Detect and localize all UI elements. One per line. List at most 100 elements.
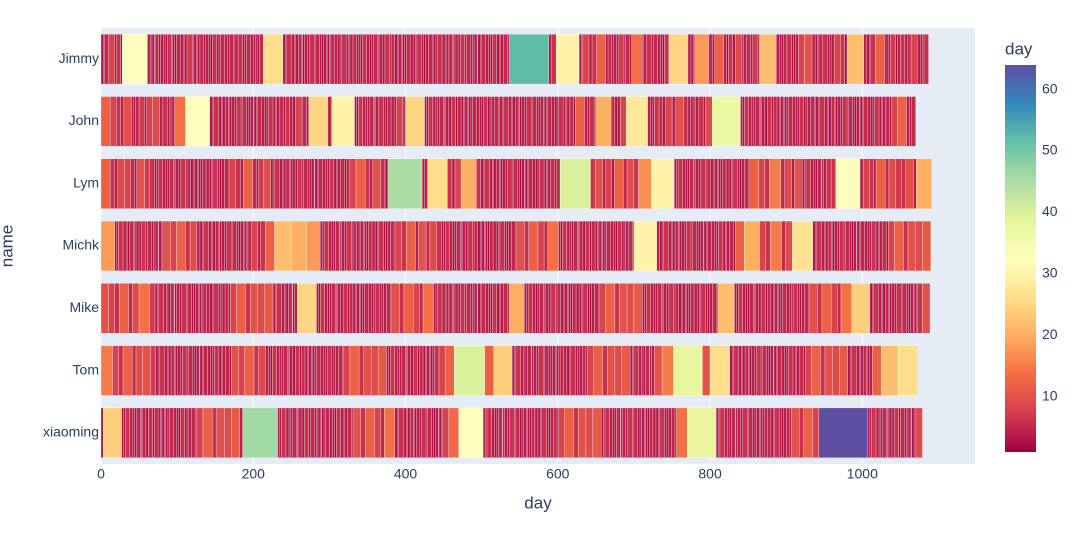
bar-segment — [782, 34, 788, 85]
bar-segment — [638, 345, 642, 396]
bar-segment — [246, 220, 249, 272]
bar-segment — [764, 96, 768, 147]
bar-segment — [712, 283, 717, 334]
bar-segment — [764, 158, 770, 209]
bar-segment — [228, 283, 231, 334]
bar-segment — [540, 407, 542, 458]
bar-segment — [845, 220, 850, 272]
bar-segment — [651, 345, 655, 396]
bar-segment — [476, 158, 482, 209]
bar-segment — [276, 96, 281, 147]
bar-segment — [546, 407, 549, 458]
bar-segment — [569, 220, 572, 272]
bar-segment — [717, 283, 735, 334]
bar-segment — [835, 158, 861, 209]
bar-segment — [464, 96, 469, 147]
bar-segment — [813, 158, 816, 209]
bar-segment — [224, 34, 228, 85]
bar-segment — [490, 283, 493, 334]
bar-segment — [485, 283, 489, 334]
bar-segment — [541, 407, 547, 458]
bar-segment — [326, 345, 332, 396]
bar-segment — [629, 345, 633, 396]
bar-segment — [891, 283, 895, 334]
bar-segment — [891, 407, 895, 458]
bar-segment — [307, 34, 310, 85]
bar-segment — [719, 407, 725, 458]
bar-segment — [464, 34, 467, 85]
bar-segment — [441, 34, 446, 85]
bar-segment — [301, 158, 304, 209]
bar-segment — [832, 220, 835, 272]
bar-segment — [435, 96, 438, 147]
bar-segment — [837, 283, 842, 334]
bar-segment — [733, 220, 736, 272]
bar-segment — [819, 96, 825, 147]
bar-segment — [452, 220, 455, 272]
bar-segment — [495, 407, 499, 458]
bar-segment — [449, 220, 453, 272]
bar-segment — [322, 220, 325, 272]
bar-segment — [770, 283, 774, 334]
bar-segment — [863, 34, 868, 85]
bar-segment — [869, 158, 874, 209]
bar-segment — [551, 34, 557, 85]
bar-segment — [735, 34, 743, 85]
bar-segment — [604, 220, 607, 272]
bar-segment — [873, 158, 877, 209]
bar-segment — [532, 158, 536, 209]
bar-segment — [508, 283, 525, 334]
bar-segment — [294, 34, 297, 85]
bar-segment — [900, 34, 906, 85]
bar-segment — [626, 158, 635, 209]
bar-segment — [908, 283, 911, 334]
bar-segment — [176, 345, 181, 396]
bar-segment — [153, 220, 156, 272]
bar-segment — [242, 96, 247, 147]
bar-segment — [437, 283, 443, 334]
bar-segment — [214, 345, 220, 396]
bar-segment — [499, 96, 503, 147]
bar-segment — [779, 96, 782, 147]
bar-segment — [371, 345, 379, 396]
bar-segment — [771, 96, 774, 147]
bar-segment — [915, 407, 923, 458]
bar-segment — [390, 96, 395, 147]
bar-segment — [368, 283, 372, 334]
bar-segment — [537, 283, 540, 334]
bar-segment — [387, 220, 391, 272]
bar-segment — [373, 283, 376, 334]
bar-segment — [170, 283, 175, 334]
bar-segment — [347, 407, 352, 458]
bar-segment — [288, 345, 290, 396]
bar-segment — [508, 34, 549, 85]
bar-segment — [584, 96, 588, 147]
bar-segment — [524, 96, 527, 147]
bar-segment — [331, 220, 334, 272]
bar-segment — [759, 220, 766, 272]
bar-segment — [778, 283, 782, 334]
bar-segment — [904, 34, 908, 85]
bar-segment — [437, 34, 443, 85]
bar-segment — [283, 96, 286, 147]
bar-segment — [467, 220, 473, 272]
bar-segment — [538, 345, 544, 396]
bar-segment — [498, 220, 501, 272]
bar-segment — [562, 283, 565, 334]
bar-segment — [279, 407, 282, 458]
bar-segment — [782, 407, 787, 458]
bar-segment — [767, 407, 772, 458]
bar-segment — [823, 158, 827, 209]
bar-segment — [741, 345, 743, 396]
bar-segment — [257, 283, 265, 334]
bar-segment — [817, 283, 823, 334]
bar-segment — [523, 407, 527, 458]
bar-segment — [803, 407, 813, 458]
bar-segment — [871, 407, 877, 458]
bar-segment — [766, 345, 769, 396]
bar-segment — [803, 96, 807, 147]
bar-segment — [186, 158, 191, 209]
bar-segment — [114, 283, 120, 334]
bar-segment — [905, 158, 914, 209]
bar-segment — [752, 407, 756, 458]
